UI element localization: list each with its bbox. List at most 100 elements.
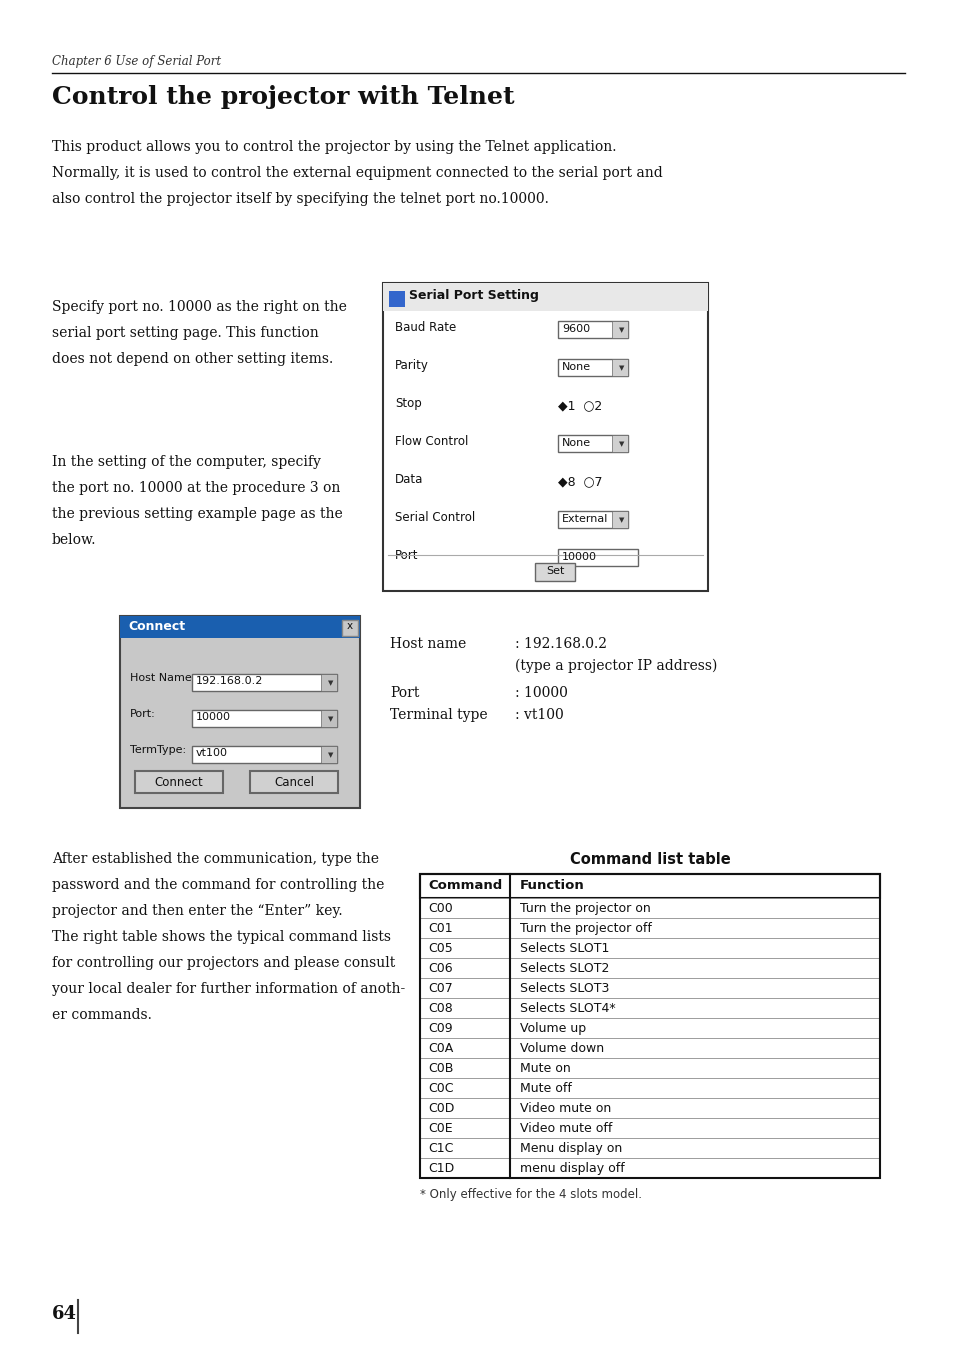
- Text: for controlling our projectors and please consult: for controlling our projectors and pleas…: [52, 956, 395, 969]
- Bar: [389, 291, 405, 307]
- Bar: [419, 1038, 879, 1059]
- Text: Selects SLOT4*: Selects SLOT4*: [519, 1002, 615, 1015]
- Text: serial port setting page. This function: serial port setting page. This function: [52, 326, 318, 339]
- Text: C00: C00: [428, 902, 453, 915]
- Text: C09: C09: [428, 1022, 452, 1036]
- Text: your local dealer for further information of anoth-: your local dealer for further informatio…: [52, 982, 405, 996]
- Bar: [192, 710, 336, 727]
- Bar: [120, 617, 359, 808]
- Text: : vt100: : vt100: [515, 708, 563, 722]
- Bar: [135, 771, 223, 794]
- Text: Turn the projector off: Turn the projector off: [519, 922, 651, 936]
- Bar: [419, 977, 879, 998]
- Text: Connect: Connect: [154, 776, 203, 790]
- Text: 64: 64: [52, 1305, 77, 1324]
- Text: Specify port no. 10000 as the right on the: Specify port no. 10000 as the right on t…: [52, 300, 347, 314]
- Bar: [558, 511, 627, 529]
- Bar: [419, 938, 879, 959]
- Text: also control the projector itself by specifying the telnet port no.10000.: also control the projector itself by spe…: [52, 192, 548, 206]
- Text: ▼: ▼: [618, 327, 623, 333]
- Text: 10000: 10000: [195, 713, 231, 722]
- Bar: [120, 617, 359, 638]
- Text: x: x: [347, 621, 353, 631]
- Text: : 192.168.0.2: : 192.168.0.2: [515, 637, 606, 652]
- Text: Parity: Parity: [395, 360, 429, 372]
- Text: Host Name:: Host Name:: [130, 673, 195, 683]
- Text: Selects SLOT1: Selects SLOT1: [519, 942, 609, 955]
- Text: C0D: C0D: [428, 1102, 454, 1115]
- Bar: [419, 898, 879, 918]
- Text: Video mute off: Video mute off: [519, 1122, 612, 1134]
- Text: vt100: vt100: [195, 748, 228, 758]
- Text: Turn the projector on: Turn the projector on: [519, 902, 650, 915]
- Text: Control the projector with Telnet: Control the projector with Telnet: [52, 85, 514, 110]
- Text: * Only effective for the 4 slots model.: * Only effective for the 4 slots model.: [419, 1188, 641, 1201]
- Text: Cancel: Cancel: [274, 776, 314, 790]
- Text: Chapter 6 Use of Serial Port: Chapter 6 Use of Serial Port: [52, 55, 221, 68]
- Bar: [382, 283, 707, 311]
- Text: External: External: [561, 514, 608, 525]
- Text: C07: C07: [428, 982, 453, 995]
- Text: None: None: [561, 438, 591, 448]
- Text: Volume down: Volume down: [519, 1042, 603, 1055]
- Text: None: None: [561, 362, 591, 372]
- Text: C1C: C1C: [428, 1142, 453, 1155]
- Bar: [419, 1078, 879, 1098]
- Bar: [320, 710, 336, 727]
- Bar: [419, 998, 879, 1018]
- Text: does not depend on other setting items.: does not depend on other setting items.: [52, 352, 333, 366]
- Text: C0E: C0E: [428, 1122, 452, 1134]
- Bar: [419, 873, 879, 1178]
- Bar: [419, 959, 879, 977]
- Text: Serial Port Setting: Serial Port Setting: [409, 289, 538, 301]
- Text: In the setting of the computer, specify: In the setting of the computer, specify: [52, 456, 320, 469]
- Bar: [192, 746, 336, 763]
- Bar: [612, 435, 627, 452]
- Text: C01: C01: [428, 922, 452, 936]
- Text: Selects SLOT2: Selects SLOT2: [519, 963, 609, 975]
- Text: the previous setting example page as the: the previous setting example page as the: [52, 507, 342, 521]
- Text: Normally, it is used to control the external equipment connected to the serial p: Normally, it is used to control the exte…: [52, 166, 662, 180]
- Bar: [419, 873, 879, 898]
- Bar: [558, 435, 627, 452]
- Bar: [535, 562, 575, 581]
- Text: Mute on: Mute on: [519, 1063, 570, 1075]
- Text: the port no. 10000 at the procedure 3 on: the port no. 10000 at the procedure 3 on: [52, 481, 340, 495]
- Text: Port:: Port:: [130, 708, 155, 719]
- Text: ▼: ▼: [618, 365, 623, 370]
- Bar: [250, 771, 337, 794]
- Bar: [419, 1118, 879, 1138]
- Text: C0A: C0A: [428, 1042, 453, 1055]
- Bar: [612, 360, 627, 376]
- Bar: [341, 621, 357, 635]
- Text: TermType:: TermType:: [130, 745, 186, 754]
- Bar: [612, 511, 627, 529]
- Bar: [419, 1098, 879, 1118]
- Text: C1D: C1D: [428, 1161, 454, 1175]
- Text: ◆1  ○2: ◆1 ○2: [558, 399, 601, 412]
- Text: After established the communication, type the: After established the communication, typ…: [52, 852, 378, 867]
- Text: ◆8  ○7: ◆8 ○7: [558, 475, 602, 488]
- Text: Selects SLOT3: Selects SLOT3: [519, 982, 609, 995]
- Text: Stop: Stop: [395, 397, 421, 410]
- Bar: [558, 320, 627, 338]
- Text: C08: C08: [428, 1002, 453, 1015]
- Text: C05: C05: [428, 942, 453, 955]
- Text: ▼: ▼: [328, 717, 333, 722]
- Text: menu display off: menu display off: [519, 1161, 624, 1175]
- Bar: [320, 675, 336, 691]
- Text: password and the command for controlling the: password and the command for controlling…: [52, 877, 384, 892]
- Text: C06: C06: [428, 963, 452, 975]
- Text: Command list table: Command list table: [569, 852, 730, 867]
- Text: Volume up: Volume up: [519, 1022, 585, 1036]
- Text: Port: Port: [390, 685, 419, 700]
- Text: Set: Set: [545, 566, 563, 576]
- Text: er commands.: er commands.: [52, 1009, 152, 1022]
- Text: 10000: 10000: [561, 552, 597, 562]
- Bar: [419, 1138, 879, 1159]
- Text: ▼: ▼: [618, 516, 623, 523]
- Text: Connect: Connect: [128, 621, 185, 633]
- Text: below.: below.: [52, 533, 96, 548]
- Text: Menu display on: Menu display on: [519, 1142, 621, 1155]
- Text: Mute off: Mute off: [519, 1082, 571, 1095]
